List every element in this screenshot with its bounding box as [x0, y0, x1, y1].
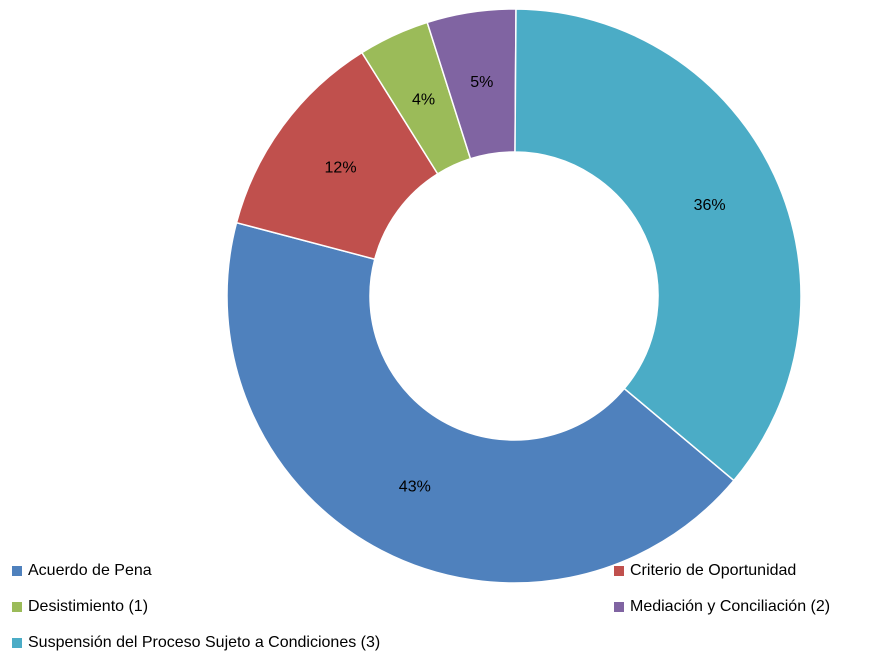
data-label: 43%: [399, 479, 431, 496]
legend-label: Mediación y Conciliación (2): [630, 598, 830, 615]
legend-swatch: [12, 638, 22, 648]
slice: [514, 8, 802, 482]
data-label: 4%: [412, 92, 435, 109]
slice: [226, 221, 735, 584]
legend-swatch: [12, 602, 22, 612]
legend-swatch: [614, 602, 624, 612]
legend-label: Criterio de Oportunidad: [630, 562, 796, 579]
data-label: 5%: [470, 74, 493, 91]
data-label: 12%: [325, 159, 357, 176]
data-label: 36%: [694, 197, 726, 214]
legend-label: Suspensión del Proceso Sujeto a Condicio…: [28, 634, 380, 651]
legend-label: Desistimiento (1): [28, 598, 148, 615]
legend-swatch: [614, 566, 624, 576]
legend-swatch: [12, 566, 22, 576]
slice: [235, 51, 439, 261]
legend-label: Acuerdo de Pena: [28, 562, 152, 579]
